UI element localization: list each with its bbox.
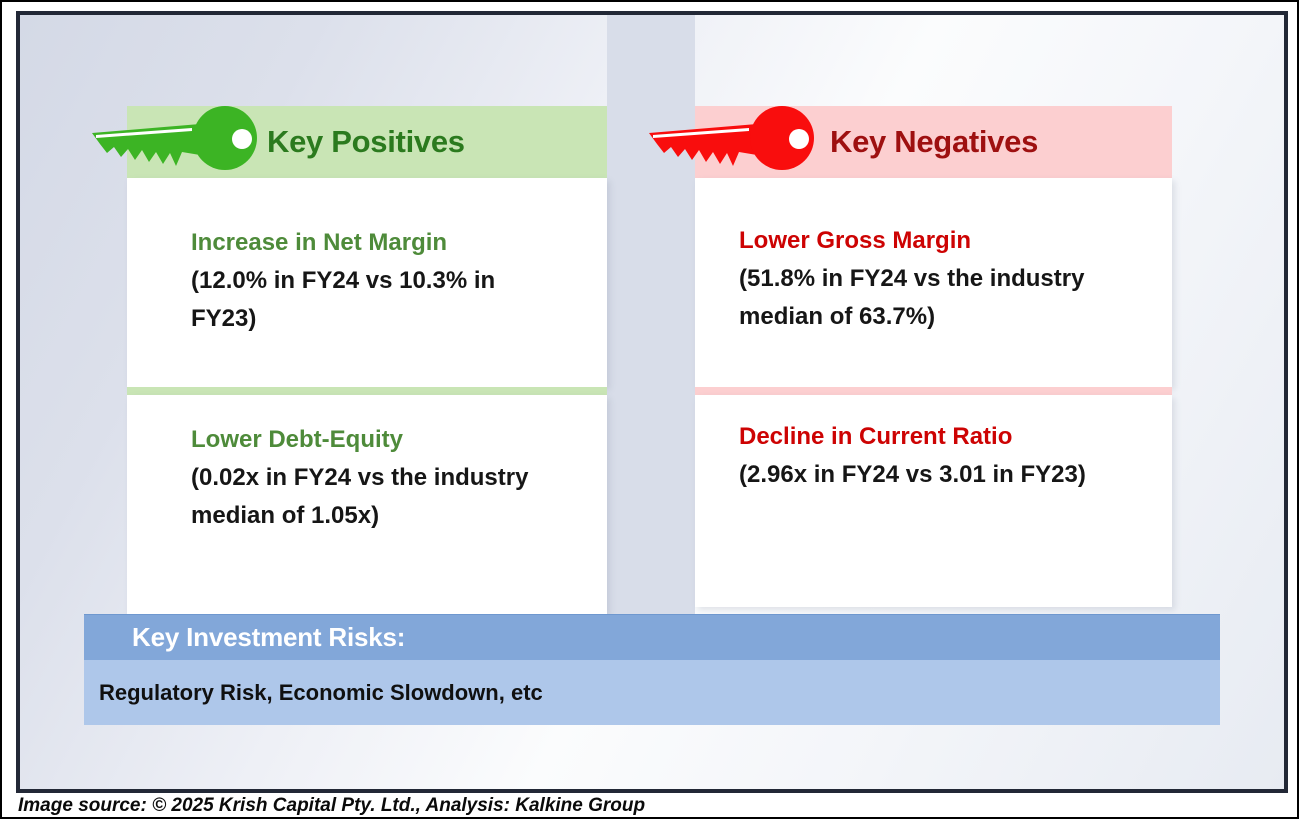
slide-canvas: Key Positives Key Negatives Increase in … — [16, 11, 1288, 793]
investment-risks-title: Key Investment Risks: — [132, 622, 406, 652]
negative-item-title: Decline in Current Ratio — [739, 423, 1013, 450]
key-icon — [92, 106, 257, 170]
green-divider — [127, 387, 607, 395]
key-slit — [653, 128, 749, 138]
positive-item-detail-line: (12.0% in FY24 vs 10.3% in — [191, 267, 496, 294]
negative-item-detail-line: median of 63.7%) — [739, 303, 936, 330]
positive-item-net-margin: Increase in Net Margin (12.0% in FY24 vs… — [127, 178, 607, 387]
investment-risks-body-bar: Regulatory Risk, Economic Slowdown, etc — [84, 660, 1220, 725]
positive-item-detail-line: (0.02x in FY24 vs the industry — [191, 464, 529, 491]
column-gap-strip — [607, 15, 695, 614]
positive-item-detail-line: FY23) — [191, 305, 257, 332]
key-hole — [789, 129, 809, 149]
positive-item-detail-line: median of 1.05x) — [191, 502, 380, 529]
positive-item-title: Lower Debt-Equity — [191, 426, 404, 453]
negative-item-current-ratio: Decline in Current Ratio (2.96x in FY24 … — [695, 395, 1172, 607]
negative-item-title: Lower Gross Margin — [739, 227, 972, 254]
negative-item-detail-line: (2.96x in FY24 vs 3.01 in FY23) — [739, 461, 1086, 488]
key-positives-title: Key Positives — [267, 124, 465, 159]
key-hole — [232, 129, 252, 149]
key-head — [193, 106, 257, 170]
investment-risks-text: Regulatory Risk, Economic Slowdown, etc — [99, 679, 543, 705]
key-head — [750, 106, 814, 170]
negative-item-detail-line: (51.8% in FY24 vs the industry — [739, 265, 1085, 292]
key-negatives-title: Key Negatives — [830, 124, 1039, 159]
image-source-footer: Image source: © 2025 Krish Capital Pty. … — [18, 795, 646, 816]
key-slit — [96, 128, 192, 138]
key-icon — [649, 106, 814, 170]
pink-divider — [695, 387, 1172, 395]
positive-item-debt-equity: Lower Debt-Equity (0.02x in FY24 vs the … — [127, 395, 607, 614]
negative-item-gross-margin: Lower Gross Margin (51.8% in FY24 vs the… — [695, 178, 1172, 387]
positive-item-title: Increase in Net Margin — [191, 229, 448, 256]
investment-risks-header-bar: Key Investment Risks: — [84, 614, 1220, 660]
